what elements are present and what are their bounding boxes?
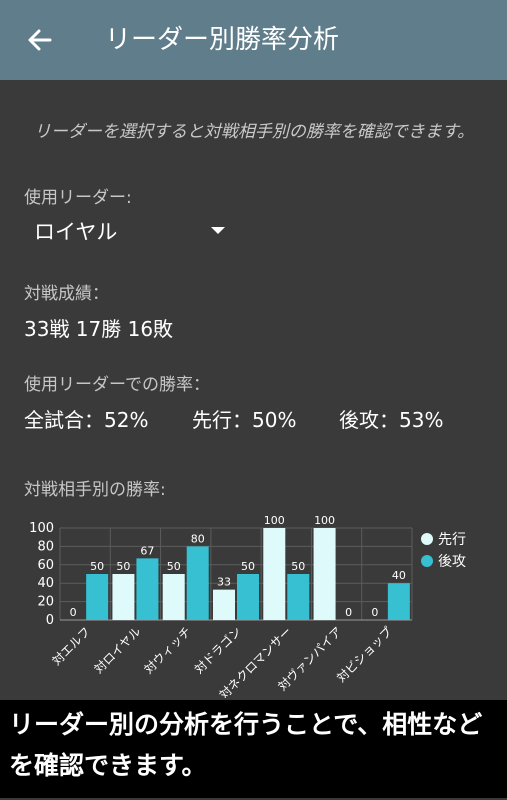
bar-後攻 (237, 574, 259, 620)
bar-後攻 (387, 583, 410, 620)
x-tick-label: 対ドラゴン (191, 624, 244, 677)
winrate-second: 後攻：53% (339, 408, 444, 432)
data-label: 50 (241, 560, 255, 573)
bar-先行 (112, 574, 135, 620)
winrate-label: 使用リーダーでの勝率： (24, 375, 210, 395)
x-tick-label: 対ロイヤル (91, 624, 143, 676)
y-tick-label: 80 (37, 539, 54, 554)
winrate-first: 先行：50% (192, 408, 297, 432)
data-label: 50 (90, 560, 104, 573)
winrate-bar-chart: 0 20 40 60 80 100 0 50 50 33 100 100 0 50 67 80 50 50 0 40 対… (29, 514, 466, 702)
winrate-chart: 0 20 40 60 80 100 0 50 50 33 100 100 0 50 67 80 50 50 0 40 対… (0, 508, 507, 702)
data-label: 0 (345, 606, 352, 619)
leader-dropdown[interactable]: ロイヤル (24, 210, 244, 250)
dropdown-arrow-icon (211, 227, 225, 234)
data-label: 33 (217, 576, 231, 589)
instruction-text: リーダーを選択すると対戦相手別の勝率を確認できます。 (33, 122, 475, 142)
data-label: 0 (70, 606, 77, 619)
data-label: 100 (264, 514, 285, 527)
data-label: 50 (167, 560, 181, 573)
data-label: 50 (116, 560, 130, 573)
bar-後攻 (287, 574, 310, 620)
bar-先行 (313, 528, 336, 620)
legend-label: 先行 (438, 532, 466, 548)
y-tick-label: 40 (37, 576, 54, 591)
data-label: 80 (191, 532, 205, 545)
data-label: 0 (371, 606, 378, 619)
back-button[interactable] (22, 22, 58, 58)
page-title: リーダー別勝率分析 (105, 25, 340, 55)
x-tick-label: 対エルフ (49, 624, 93, 668)
winrate-overall: 全試合：52% (24, 408, 149, 432)
caption-text: リーダー別の分析を行うことで、相性などを確認できます。 (9, 710, 483, 780)
data-label: 50 (291, 560, 305, 573)
record-value: 33戦 17勝 16敗 (24, 317, 174, 341)
data-label: 67 (140, 544, 154, 557)
winrate-values: 全試合：52% 先行：50% 後攻：53% (24, 404, 443, 433)
legend-marker (421, 555, 433, 567)
record-label: 対戦成績： (24, 284, 109, 304)
caption-banner: リーダー別の分析を行うことで、相性などを確認できます。 (0, 700, 507, 798)
y-tick-label: 60 (37, 558, 54, 573)
app-bar: リーダー別勝率分析 (0, 0, 507, 80)
leader-label: 使用リーダー: (24, 188, 132, 208)
x-tick-label: 対ウィッチ (141, 624, 193, 676)
legend-marker (421, 533, 433, 545)
bar-後攻 (136, 558, 159, 620)
legend-label: 後攻 (438, 554, 466, 570)
leader-selected-value: ロイヤル (34, 220, 118, 244)
data-label: 40 (392, 569, 406, 582)
chart-section-label: 対戦相手別の勝率: (24, 480, 166, 500)
y-tick-label: 20 (37, 595, 54, 610)
data-label: 100 (314, 514, 335, 527)
y-tick-label: 0 (46, 613, 54, 628)
bar-後攻 (186, 546, 209, 620)
y-tick-label: 100 (29, 521, 54, 536)
bar-後攻 (86, 574, 109, 620)
bar-先行 (213, 589, 235, 620)
arrow-back-icon (28, 29, 52, 51)
bar-先行 (162, 574, 185, 620)
analysis-content: リーダーを選択すると対戦相手別の勝率を確認できます。 使用リーダー: ロイヤル … (0, 80, 507, 800)
bar-先行 (263, 528, 286, 620)
